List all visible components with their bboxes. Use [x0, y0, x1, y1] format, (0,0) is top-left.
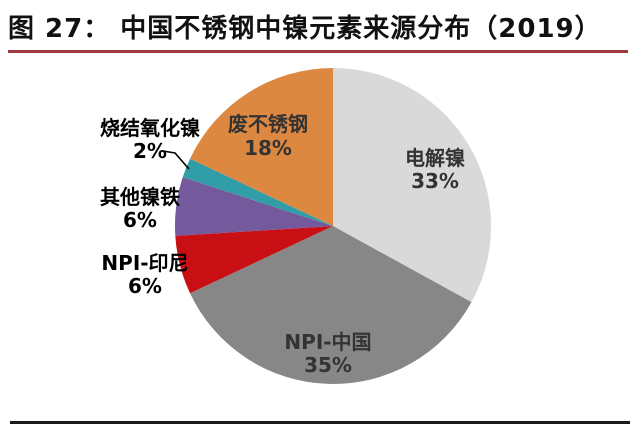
pie-slice-pct-0: 33% — [411, 169, 459, 193]
pie-slice-pct-1: 35% — [304, 353, 352, 377]
pie-slice-label-0: 电解镍 — [405, 146, 465, 170]
pie-slice-pct-2: 6% — [128, 274, 162, 298]
pie-slice-0[interactable] — [333, 68, 492, 303]
chart-title: 图 27： 中国不锈钢中镍元素来源分布（2019） — [8, 14, 602, 44]
pie-slice-pct-5: 18% — [244, 136, 292, 160]
pie-slice-pct-3: 6% — [123, 208, 157, 232]
pie-slice-pct-4: 2% — [133, 139, 167, 163]
pie-slice-label-3: 其他镍铁 — [100, 185, 180, 209]
pie-chart: 电解镍33%NPI-中国35%NPI-印尼6%其他镍铁6%烧结氧化镍2%废不锈钢… — [100, 68, 492, 385]
pie-slice-label-5: 废不锈钢 — [228, 112, 308, 136]
pie-slice-3[interactable] — [174, 177, 333, 236]
pie-slice-1[interactable] — [190, 226, 472, 385]
pie-slice-5[interactable] — [190, 68, 333, 226]
pie-slice-4[interactable] — [182, 158, 333, 226]
leader-line — [162, 150, 190, 170]
title-underline-rule — [8, 50, 628, 53]
pie-slice-label-4: 烧结氧化镍 — [100, 116, 200, 140]
pie-slice-2[interactable] — [175, 226, 333, 294]
pie-slice-label-2: NPI-印尼 — [101, 251, 188, 275]
pie-chart-area: 电解镍 33% NPI-中国 35% NPI-印尼 6% 其他镍铁 6% 烧结氧化镍 2% 废不锈钢… — [0, 56, 640, 416]
pie-slice-label-1: NPI-中国 — [284, 330, 371, 354]
figure-bottom-rule — [10, 421, 630, 424]
